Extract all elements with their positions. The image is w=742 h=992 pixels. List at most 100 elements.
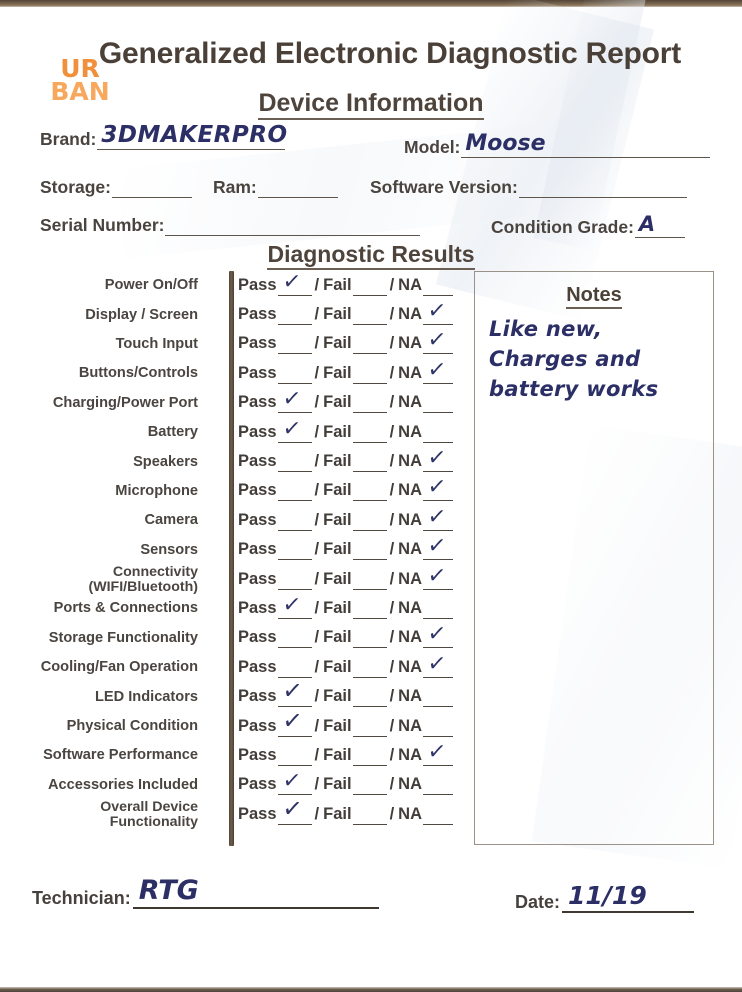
option-na[interactable]: NA ✓ <box>398 561 454 590</box>
option-fail-blank[interactable] <box>352 427 387 443</box>
option-na[interactable]: NA <box>398 423 454 443</box>
option-na-blank[interactable]: ✓ <box>423 297 454 325</box>
option-pass-blank[interactable] <box>277 485 312 502</box>
option-fail[interactable]: Fail / <box>323 511 398 531</box>
option-na[interactable]: NA ✓ <box>398 532 454 560</box>
option-na[interactable]: NA ✓ <box>398 620 454 648</box>
option-na[interactable]: NA ✓ <box>398 650 454 678</box>
option-fail-blank[interactable] <box>352 603 387 619</box>
option-pass[interactable]: Pass ✓ / <box>238 268 323 296</box>
option-pass[interactable]: Pass / <box>238 746 323 766</box>
option-na[interactable]: NA ✓ <box>398 473 454 502</box>
condition-grade-input[interactable]: A <box>634 212 685 238</box>
option-pass[interactable]: Pass ✓ / <box>238 675 323 708</box>
option-fail-blank[interactable] <box>352 309 387 326</box>
option-pass-blank[interactable]: ✓ <box>277 793 312 825</box>
option-na-blank[interactable]: ✓ <box>423 620 454 648</box>
option-fail-blank[interactable] <box>352 574 387 590</box>
option-na-blank[interactable] <box>423 603 454 619</box>
option-fail[interactable]: Fail / <box>323 334 398 355</box>
software-version-input[interactable] <box>518 180 687 198</box>
option-fail-blank[interactable] <box>352 485 387 502</box>
option-fail-blank[interactable] <box>352 750 387 766</box>
option-pass-blank[interactable] <box>277 515 312 531</box>
option-na[interactable]: NA ✓ <box>398 503 454 531</box>
option-pass[interactable]: Pass / <box>238 658 323 678</box>
option-na-blank[interactable]: ✓ <box>423 561 454 590</box>
serial-number-input[interactable] <box>165 218 421 236</box>
option-fail[interactable]: Fail / <box>323 717 398 737</box>
option-fail-blank[interactable] <box>352 515 387 531</box>
option-pass-blank[interactable] <box>277 456 312 473</box>
option-na-blank[interactable] <box>423 721 454 737</box>
option-fail[interactable]: Fail / <box>323 393 398 414</box>
model-input[interactable]: Moose <box>461 131 711 158</box>
option-na-blank[interactable]: ✓ <box>423 503 454 531</box>
option-fail[interactable]: Fail / <box>323 775 398 796</box>
option-fail-blank[interactable] <box>352 779 387 796</box>
option-na[interactable]: NA ✓ <box>398 356 454 384</box>
option-pass[interactable]: Pass / <box>238 364 323 384</box>
option-fail[interactable]: Fail / <box>323 276 398 296</box>
ram-input[interactable] <box>257 180 338 198</box>
option-pass-blank[interactable] <box>277 574 312 590</box>
option-na[interactable]: NA ✓ <box>398 297 454 325</box>
brand-input[interactable]: 3DMAKERPRO <box>97 122 287 150</box>
option-pass[interactable]: Pass ✓ / <box>238 591 323 619</box>
option-na-blank[interactable]: ✓ <box>423 444 454 472</box>
technician-input[interactable]: RTG <box>132 875 379 909</box>
option-fail[interactable]: Fail / <box>323 481 398 502</box>
option-pass[interactable]: Pass / <box>238 334 323 355</box>
option-fail-blank[interactable] <box>352 397 387 414</box>
option-na[interactable]: NA ✓ <box>398 738 454 766</box>
option-fail[interactable]: Fail / <box>323 628 398 649</box>
option-na[interactable]: NA <box>398 276 454 296</box>
option-pass-blank[interactable] <box>277 309 312 326</box>
option-pass-blank[interactable] <box>277 662 312 678</box>
option-fail[interactable]: Fail / <box>323 658 398 678</box>
option-fail[interactable]: Fail / <box>323 540 398 561</box>
option-fail[interactable]: Fail / <box>323 805 398 825</box>
option-na[interactable]: NA <box>398 687 454 708</box>
option-na-blank[interactable]: ✓ <box>423 738 454 766</box>
option-fail[interactable]: Fail / <box>323 746 398 766</box>
option-pass-blank[interactable]: ✓ <box>277 268 312 296</box>
option-pass-blank[interactable]: ✓ <box>277 675 312 708</box>
option-na-blank[interactable] <box>423 691 454 708</box>
option-na-blank[interactable] <box>423 809 454 825</box>
option-na-blank[interactable]: ✓ <box>423 532 454 560</box>
date-input[interactable]: 11/19 <box>562 881 695 913</box>
option-pass-blank[interactable] <box>277 544 312 561</box>
option-pass[interactable]: Pass ✓ / <box>238 767 323 795</box>
option-pass-blank[interactable] <box>277 750 312 766</box>
option-pass-blank[interactable] <box>277 338 312 355</box>
option-pass-blank[interactable] <box>277 368 312 384</box>
option-pass[interactable]: Pass / <box>238 511 323 531</box>
option-na[interactable]: NA <box>398 805 454 825</box>
option-na[interactable]: NA <box>398 393 454 414</box>
option-fail-blank[interactable] <box>352 809 387 825</box>
option-na-blank[interactable] <box>423 397 454 414</box>
option-fail[interactable]: Fail / <box>323 570 398 590</box>
notes-box[interactable]: Notes Like new, Charges and battery works <box>474 271 714 845</box>
option-pass[interactable]: Pass / <box>238 628 323 649</box>
option-fail-blank[interactable] <box>352 662 387 678</box>
option-pass[interactable]: Pass ✓ / <box>238 385 323 413</box>
option-pass[interactable]: Pass ✓ / <box>238 704 323 737</box>
option-pass[interactable]: Pass / <box>238 481 323 502</box>
option-pass[interactable]: Pass / <box>238 452 323 473</box>
option-fail[interactable]: Fail / <box>323 687 398 708</box>
option-na-blank[interactable] <box>423 779 454 796</box>
option-pass-blank[interactable] <box>277 632 312 649</box>
option-na-blank[interactable]: ✓ <box>423 473 454 502</box>
option-pass[interactable]: Pass / <box>238 540 323 561</box>
option-na[interactable]: NA <box>398 717 454 737</box>
option-na-blank[interactable]: ✓ <box>423 356 454 384</box>
option-fail[interactable]: Fail / <box>323 452 398 473</box>
option-na[interactable]: NA <box>398 599 454 619</box>
option-fail-blank[interactable] <box>352 721 387 737</box>
option-pass[interactable]: Pass / <box>238 305 323 326</box>
option-pass-blank[interactable]: ✓ <box>277 767 312 795</box>
option-na-blank[interactable]: ✓ <box>423 650 454 678</box>
option-fail-blank[interactable] <box>352 691 387 708</box>
